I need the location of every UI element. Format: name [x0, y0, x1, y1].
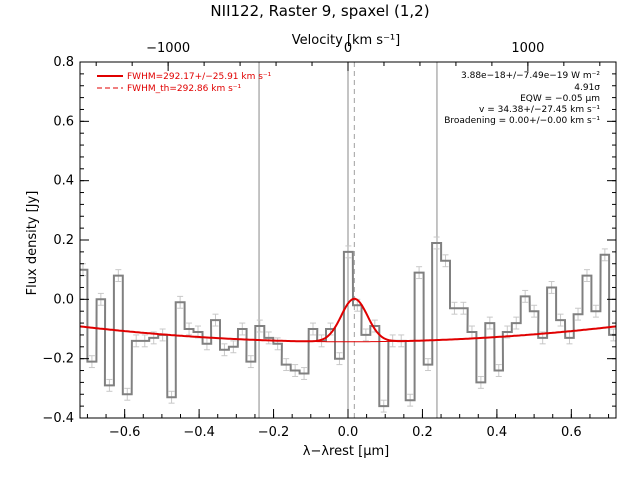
- y-tick-label: 0.4: [53, 174, 74, 189]
- x-tick-label: 0.2: [412, 425, 433, 440]
- chart-title: NII122, Raster 9, spaxel (1,2): [210, 2, 429, 20]
- y-tick-label: −0.4: [42, 411, 74, 426]
- annotations: 3.88e−18+/−7.49e−19 W m⁻² 4.91σ EQW = −0…: [444, 71, 600, 126]
- y-axis-label: Flux density [Jy]: [25, 191, 40, 296]
- top-tick-label: −1000: [146, 41, 190, 56]
- annotation-significance: 4.91σ: [574, 83, 600, 93]
- annotation-velocity: v = 34.38+/−27.45 km s⁻¹: [479, 105, 600, 115]
- x-tick-label: 0.0: [338, 425, 359, 440]
- x-tick-label: −0.4: [183, 425, 215, 440]
- fit-line: [79, 297, 617, 343]
- data-series: [80, 242, 616, 408]
- legend: FWHM=292.17+/−25.91 km s⁻¹ FWHM_th=292.8…: [97, 72, 272, 94]
- fit-series: [79, 297, 617, 343]
- x-axis-label: λ−λrest [μm]: [303, 444, 389, 459]
- annotation-eqw: EQW = −0.05 μm: [520, 94, 600, 104]
- annotation-flux: 3.88e−18+/−7.49e−19 W m⁻²: [461, 71, 600, 81]
- data-step-line: [80, 242, 616, 408]
- legend-th-label: FWHM_th=292.86 km s⁻¹: [127, 84, 242, 94]
- y-tick-label: 0.2: [53, 233, 74, 248]
- x-tick-label: 0.6: [561, 425, 582, 440]
- tick-labels: −0.6 −0.4 −0.2 0.0 0.2 0.4 0.6 −0.4 −0.2 0.0 0.2 0.…: [42, 41, 581, 440]
- annotation-broadening: Broadening = 0.00+/−0.00 km s⁻¹: [444, 116, 600, 126]
- y-tick-label: −0.2: [42, 352, 74, 367]
- plot-axes: [79, 61, 617, 419]
- top-tick-label: 1000: [511, 41, 544, 56]
- top-tick-label: 0: [344, 41, 352, 56]
- top-axis-label: Velocity [km s⁻¹]: [292, 33, 400, 48]
- y-tick-label: 0.6: [53, 114, 74, 129]
- y-tick-label: 0.0: [53, 292, 74, 307]
- x-tick-label: −0.2: [258, 425, 290, 440]
- legend-fit-label: FWHM=292.17+/−25.91 km s⁻¹: [127, 72, 272, 82]
- x-tick-label: 0.4: [487, 425, 508, 440]
- x-tick-label: −0.6: [109, 425, 141, 440]
- y-tick-label: 0.8: [53, 55, 74, 70]
